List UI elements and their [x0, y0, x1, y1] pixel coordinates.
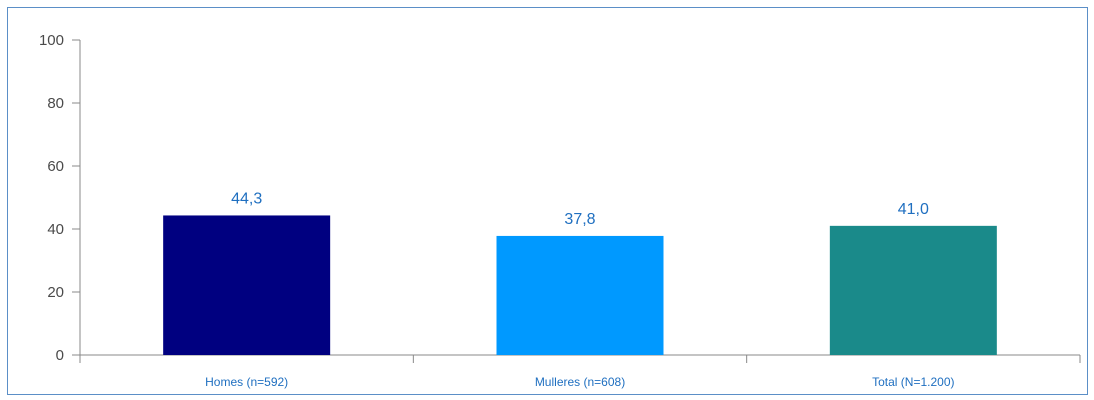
y-tick-label: 60	[47, 158, 64, 175]
y-tick-label: 100	[39, 32, 64, 49]
value-labels: 44,3 37,8 41,0	[231, 190, 929, 227]
bar-value-label: 41,0	[898, 201, 929, 218]
x-category-label: Total (N=1.200)	[872, 375, 954, 389]
bar-value-label: 37,8	[564, 211, 595, 228]
y-tick-label: 40	[47, 221, 64, 238]
y-tick-label: 0	[56, 347, 64, 364]
x-axis-categories: Homes (n=592) Mulleres (n=608) Total (N=1.…	[205, 375, 954, 389]
bar	[496, 235, 664, 355]
x-category-label: Homes (n=592)	[205, 375, 288, 389]
bar	[163, 215, 331, 355]
y-axis-ticks: 0 20 40 60 80 100	[39, 32, 80, 364]
bars	[163, 215, 997, 355]
y-tick-label: 20	[47, 284, 64, 301]
y-tick-label: 80	[47, 95, 64, 112]
bar-value-label: 44,3	[231, 190, 262, 207]
x-category-label: Mulleres (n=608)	[535, 375, 625, 389]
bar	[829, 225, 997, 355]
